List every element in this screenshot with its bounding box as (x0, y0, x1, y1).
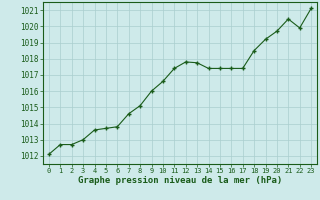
X-axis label: Graphe pression niveau de la mer (hPa): Graphe pression niveau de la mer (hPa) (78, 176, 282, 185)
